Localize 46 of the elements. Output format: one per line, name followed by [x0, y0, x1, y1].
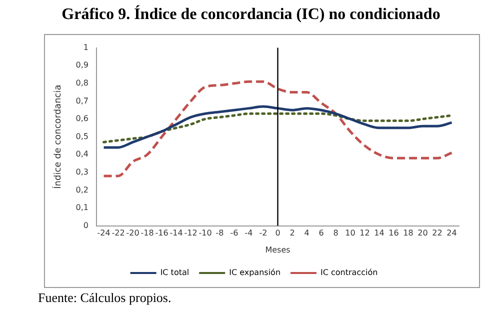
y-tick-label: 0,4 [76, 150, 89, 159]
x-tick-label: -8 [216, 228, 224, 238]
y-tick-label: 0,3 [76, 167, 89, 176]
source-note: Fuente: Cálculos propios. [38, 290, 172, 306]
x-tick-label: 20 [418, 228, 428, 238]
x-tick-label: -20 [126, 228, 140, 238]
x-tick-label: 12 [360, 228, 370, 238]
x-tick-label: 0 [275, 228, 280, 238]
x-tick-label: 22 [432, 228, 442, 238]
x-tick-label: 18 [403, 228, 414, 238]
x-tick-label: 4 [304, 228, 310, 238]
x-tick-label: -22 [112, 228, 125, 238]
x-tick-label: 6 [318, 228, 324, 238]
x-tick-label: -14 [170, 228, 183, 238]
y-tick-label: 0,9 [76, 60, 89, 70]
x-tick-label: -12 [184, 228, 198, 238]
x-tick-label: -4 [244, 228, 253, 238]
x-tick-label: -24 [97, 228, 110, 238]
legend-label: IC total [160, 268, 190, 278]
x-tick-label: 14 [374, 228, 384, 238]
line-series [102, 105, 453, 149]
x-tick-label: -6 [230, 228, 238, 238]
y-tick-label: 0,8 [76, 78, 89, 88]
y-tick-label: 0,1 [76, 203, 89, 212]
x-tick-label: -16 [155, 228, 168, 238]
chart-title: Gráfico 9. Índice de concordancia (IC) no condicionado [60, 6, 442, 24]
y-tick-label: 0,5 [76, 132, 89, 141]
legend-label: IC contracción [320, 268, 378, 278]
line-series [102, 112, 453, 144]
x-tick-label: 8 [333, 228, 338, 238]
y-tick-label: 0,6 [76, 114, 89, 124]
x-tick-label: 2 [290, 228, 295, 238]
line-series [102, 80, 453, 178]
x-tick-label: -18 [140, 228, 154, 238]
x-tick-label: -2 [259, 228, 268, 238]
x-tick-label: 16 [388, 228, 399, 238]
y-tick-label: 0,7 [76, 96, 89, 106]
x-tick-label: 24 [446, 228, 457, 238]
y-tick-label: 0 [83, 220, 89, 230]
y-axis-title: Índice de concordancia [52, 84, 64, 189]
x-tick-label: 10 [345, 228, 356, 238]
legend-label: IC expansión [229, 268, 281, 278]
x-axis-title: Meses [265, 245, 290, 254]
y-tick-label: 1 [83, 42, 89, 52]
x-tick-label: -10 [198, 228, 212, 238]
y-tick-label: 0,2 [76, 185, 89, 194]
